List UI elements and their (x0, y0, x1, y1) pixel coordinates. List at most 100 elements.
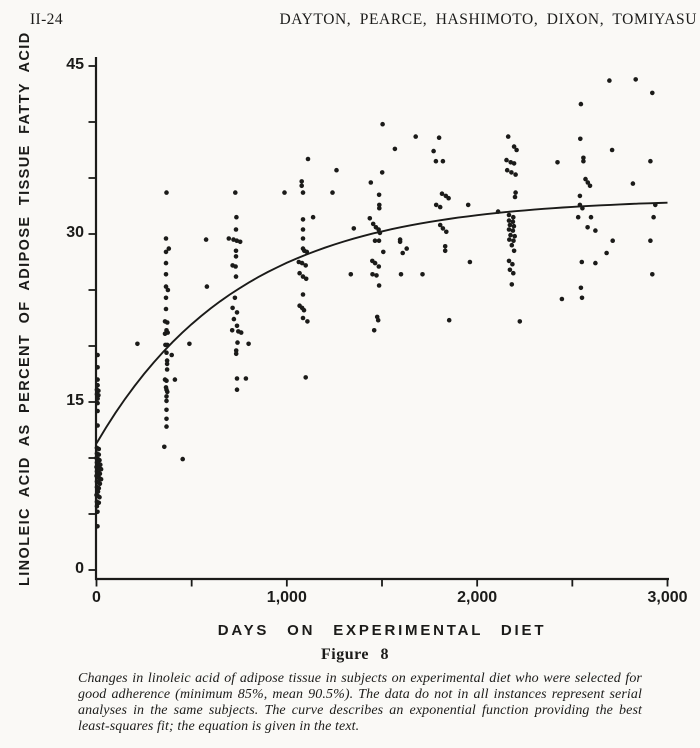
y-tick-label: 45 (66, 56, 84, 73)
data-point (495, 209, 501, 214)
running-head-authors: DAYTON, PEARCE, HASHIMOTO, DIXON, TOMIYA… (279, 11, 697, 28)
data-point (436, 135, 442, 140)
data-point (95, 365, 100, 370)
data-point (230, 305, 235, 311)
data-point (300, 190, 306, 195)
data-point (164, 378, 169, 384)
data-point (299, 183, 305, 189)
data-point (585, 180, 591, 185)
data-point (467, 259, 473, 265)
data-point (511, 161, 517, 166)
data-point (504, 167, 510, 173)
data-point (162, 444, 167, 450)
data-point (506, 258, 512, 264)
data-point (578, 285, 584, 291)
data-point (303, 375, 309, 380)
data-point (587, 183, 593, 189)
page-number: II-24 (30, 11, 63, 28)
data-point (588, 214, 594, 220)
y-tick-label: 15 (66, 392, 84, 409)
data-point (203, 237, 209, 242)
data-point (169, 352, 174, 358)
data-point (513, 190, 518, 195)
data-point (234, 214, 239, 220)
data-point (575, 214, 581, 220)
data-point (511, 144, 517, 149)
data-point (444, 229, 449, 235)
data-point (577, 202, 583, 208)
data-point (165, 320, 170, 325)
data-point (164, 407, 169, 413)
data-point (578, 101, 584, 107)
data-point (303, 263, 309, 268)
data-point (650, 90, 655, 96)
data-point (164, 424, 169, 429)
data-point (135, 341, 140, 347)
data-point (507, 222, 513, 228)
data-point (299, 260, 305, 266)
data-point (512, 233, 517, 239)
data-point (351, 226, 357, 231)
data-point (305, 319, 310, 324)
data-point (633, 77, 638, 82)
data-point (164, 358, 170, 363)
data-point (233, 254, 239, 259)
data-point (97, 481, 103, 487)
data-point (95, 377, 100, 382)
data-point (374, 273, 379, 278)
data-point (232, 295, 238, 301)
data-point (300, 315, 306, 321)
data-point (98, 466, 104, 472)
data-point (164, 367, 170, 372)
data-point (165, 330, 170, 335)
y-tick-label: 30 (66, 224, 84, 241)
data-point (165, 342, 170, 348)
data-point (95, 524, 100, 529)
data-point (442, 244, 448, 249)
data-point (376, 264, 382, 269)
data-point (581, 155, 586, 161)
data-point (506, 227, 512, 232)
data-point (303, 276, 309, 282)
data-point (559, 296, 565, 302)
x-tick-label: 2,000 (457, 589, 498, 606)
data-point (164, 190, 169, 195)
x-tick-label: 0 (92, 589, 101, 606)
data-point (398, 272, 404, 277)
data-point (233, 264, 238, 269)
data-point (372, 238, 378, 243)
data-point (300, 274, 306, 279)
data-point (95, 408, 100, 414)
data-point (95, 396, 100, 401)
data-point (229, 328, 235, 333)
data-point (231, 316, 237, 322)
data-point (243, 376, 249, 381)
data-point (233, 348, 239, 353)
data-point (330, 190, 335, 195)
data-point (440, 158, 446, 164)
data-point (376, 192, 382, 198)
data-point (583, 176, 588, 182)
data-point (514, 147, 519, 153)
data-point (367, 216, 373, 221)
data-point (578, 136, 583, 142)
data-point (234, 323, 240, 329)
data-point (465, 202, 471, 208)
data-point (380, 121, 385, 127)
data-point (300, 236, 306, 241)
fit-curve (95, 201, 668, 444)
data-point (397, 239, 403, 245)
data-point (304, 249, 310, 255)
data-point (204, 284, 210, 289)
data-point (509, 282, 515, 287)
data-point (510, 228, 516, 233)
data-point (163, 306, 169, 312)
data-point (371, 328, 377, 333)
data-point (238, 330, 244, 335)
data-point (508, 232, 513, 238)
data-point (233, 190, 238, 195)
data-point (653, 202, 658, 208)
data-point (233, 351, 239, 357)
data-point (96, 500, 102, 506)
